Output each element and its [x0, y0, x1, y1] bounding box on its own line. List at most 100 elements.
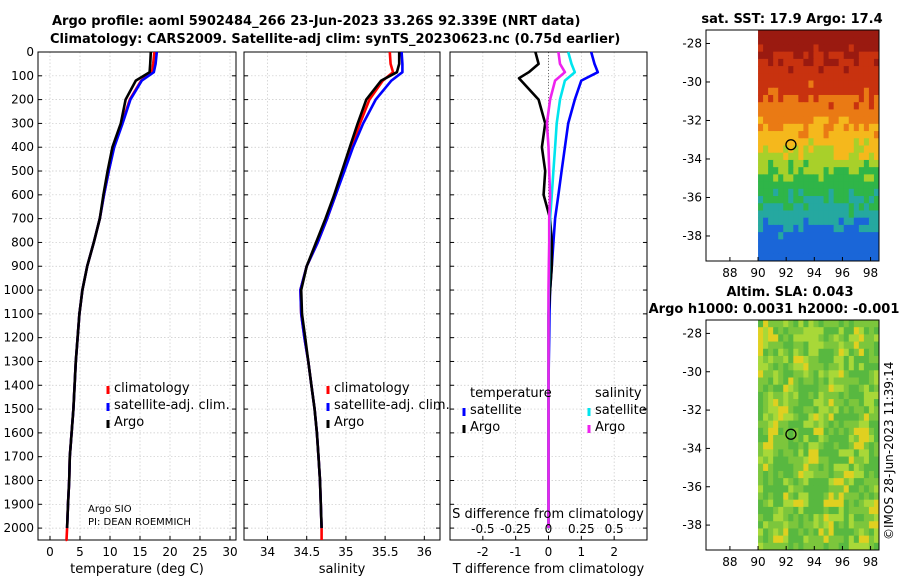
map-cell [838, 506, 845, 515]
map-cell [863, 159, 870, 168]
map-cell [758, 435, 764, 443]
map-cell [828, 102, 835, 110]
map-cell [873, 399, 880, 407]
map-cell [778, 449, 784, 458]
map-cell [823, 246, 830, 255]
map-cell [833, 391, 840, 400]
y-tick-label: 900 [11, 259, 34, 273]
map-cell [788, 66, 794, 74]
map-cell [848, 521, 855, 529]
y-tick-label: 1500 [3, 402, 34, 416]
map-cell [823, 406, 830, 414]
map-cell [798, 188, 804, 197]
map-cell [768, 355, 774, 364]
map-cell [763, 232, 769, 240]
map-cell [843, 535, 850, 544]
map-cell [798, 80, 804, 89]
map-cell [763, 391, 769, 400]
map-cell [838, 138, 845, 146]
map-cell [773, 116, 779, 125]
map-cell [803, 253, 809, 262]
map-cell [833, 463, 840, 472]
map-cell [873, 152, 880, 161]
map-cell [788, 377, 794, 386]
map-cell [863, 442, 870, 450]
map-cell [828, 116, 835, 125]
map-cell [793, 188, 799, 197]
map-cell [808, 87, 814, 96]
map-cell [808, 253, 814, 262]
map-cell [858, 514, 865, 522]
map-cell [763, 224, 769, 233]
map-cell [853, 391, 860, 400]
map-cell [803, 167, 809, 175]
map-cell [838, 58, 845, 67]
map-cell [763, 413, 769, 422]
map-cell [833, 334, 840, 343]
map-cell [828, 506, 835, 515]
map-cell [828, 159, 835, 168]
map-cell [773, 94, 779, 103]
map-cell [778, 80, 784, 89]
map-cell [838, 528, 845, 537]
map-cell [818, 399, 825, 407]
map-cell [803, 470, 809, 479]
map-cell [788, 413, 794, 422]
map-cell [833, 94, 840, 103]
map-cell [803, 320, 809, 328]
map-cell [838, 181, 845, 190]
map-cell [783, 181, 789, 190]
map-cell [843, 435, 850, 443]
map-cell [768, 492, 774, 501]
map-cell [803, 87, 809, 96]
map-cell [813, 123, 820, 132]
map-cell [768, 514, 774, 522]
map-cell [768, 528, 774, 537]
map-cell [818, 196, 825, 204]
map-cell [793, 355, 799, 364]
map-cell [828, 80, 835, 89]
map-cell [763, 30, 769, 38]
map-cell [858, 341, 865, 350]
map-cell [808, 181, 814, 190]
imos-footer: ©IMOS 28-Jun-2023 11:39:14 [882, 362, 896, 540]
map-cell [778, 341, 784, 350]
map-cell [763, 210, 769, 219]
map-cell [798, 506, 804, 515]
map-cell [763, 442, 769, 450]
map-cell [788, 384, 794, 393]
map-cell [778, 363, 784, 371]
map-cell [783, 456, 789, 465]
map-cell [773, 196, 779, 204]
map-cell [798, 210, 804, 219]
map-cell [828, 239, 835, 248]
map-cell [828, 51, 835, 60]
map-frame [705, 29, 880, 262]
map-cell [823, 145, 830, 154]
map-cell [833, 355, 840, 364]
map-cell [808, 442, 814, 450]
map-cell [768, 246, 774, 255]
y-tick-label: 500 [11, 164, 34, 178]
map-cell [848, 44, 855, 53]
map-cell [858, 116, 865, 125]
map-cell [768, 334, 774, 343]
map-cell [848, 420, 855, 429]
annotation-line2: PI: DEAN ROEMMICH [88, 517, 191, 528]
map-cell [853, 499, 860, 508]
map-cell [828, 109, 835, 118]
map-cell [808, 80, 814, 89]
map-cell [843, 30, 850, 38]
map-cell [773, 420, 779, 429]
map-cell [823, 94, 830, 103]
map-cell [758, 384, 764, 393]
map-cell [853, 320, 860, 328]
map-cell [868, 420, 875, 429]
map-cell [793, 391, 799, 400]
map-cell [873, 363, 880, 371]
map-cell [763, 535, 769, 544]
map-cell [858, 253, 865, 262]
map-cell [758, 138, 764, 146]
map-cell [843, 167, 850, 175]
map-cell [798, 320, 804, 328]
